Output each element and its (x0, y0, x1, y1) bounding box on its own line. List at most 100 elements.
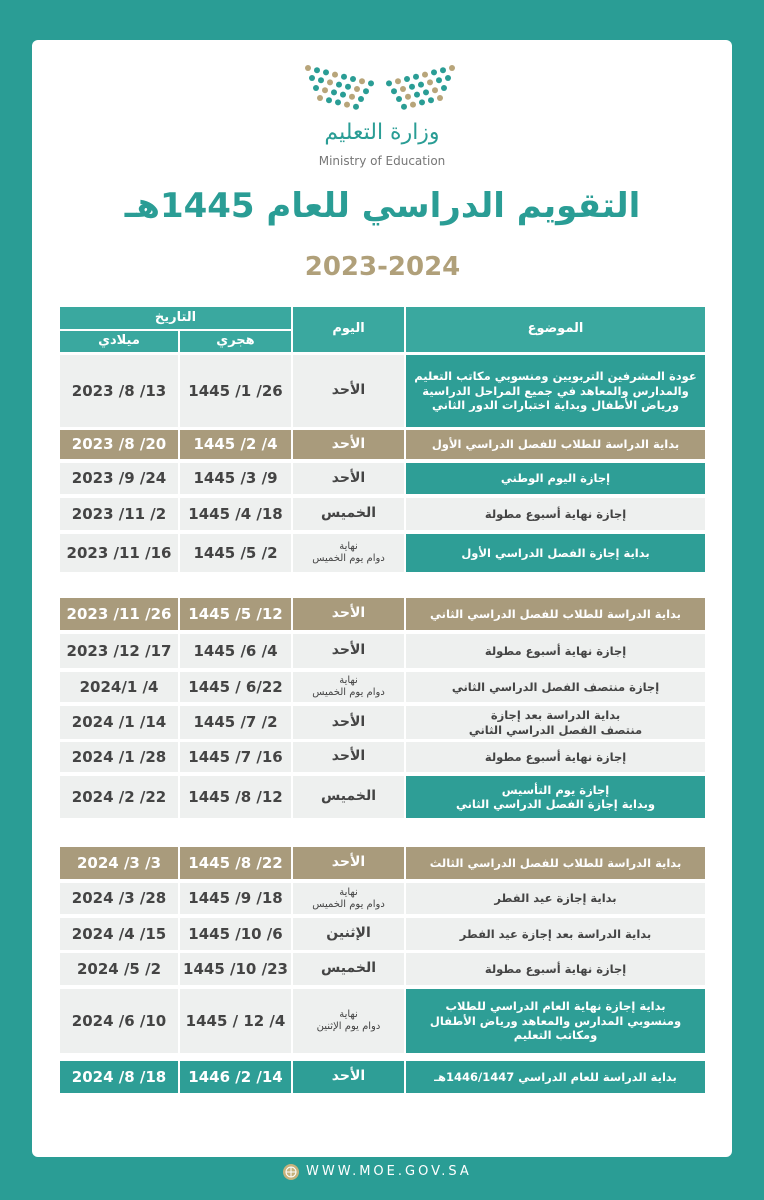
text-line: نهاية (339, 675, 358, 686)
logo-dot (313, 85, 319, 91)
subject-cell: عودة المشرفين التربويين ومنسوبي مكاتب ال… (406, 355, 705, 427)
logo-dot (400, 86, 406, 92)
header-hijri: هجري (180, 331, 291, 352)
hijri-cell: 1445 /5 /12 (180, 598, 291, 630)
logo-dot (423, 89, 429, 96)
logo-dot (440, 67, 446, 74)
logo-dot (309, 75, 315, 81)
logo-dot (340, 91, 346, 98)
hijri-cell: 1445 /1 /26 (180, 355, 291, 427)
header-day: اليوم (293, 307, 404, 352)
logo-dot (441, 85, 447, 91)
text-line: بداية الدراسة بعد إجازة (490, 708, 621, 723)
text-line: إجازة يوم التأسيس (501, 782, 610, 797)
gregorian-cell: 2024 /5 /2 (60, 953, 178, 985)
logo-dots (305, 65, 455, 110)
subject-cell: بداية إجازة نهاية العام الدراسي للطلاب وم… (406, 989, 705, 1053)
day-cell: الأحد (293, 355, 404, 427)
logo-dot (318, 77, 324, 84)
logo-dot (432, 87, 438, 94)
logo-dot (396, 96, 402, 102)
text-line: نهاية (339, 886, 358, 898)
logo-dot (395, 78, 401, 85)
logo-dot (317, 95, 323, 101)
logo-dot (401, 103, 407, 110)
day-cell: الأحد (293, 463, 404, 494)
subject-cell: إجازة اليوم الوطني (406, 463, 705, 494)
day-cell: الأحد (293, 706, 404, 739)
ministry-ar: وزارة التعليم (324, 120, 440, 145)
gregorian-cell: 2023 /8 /13 (60, 355, 178, 427)
day-cell: الأحد (293, 430, 404, 459)
hijri-cell: 1445 /4 /18 (180, 498, 291, 530)
day-cell: الأحد (293, 634, 404, 668)
logo-dot (332, 71, 338, 78)
text-line: عودة المشرفين التربويين ومنسوبي مكاتب ال… (414, 369, 697, 384)
logo-dot (409, 83, 415, 90)
text-line: دوام يوم الخميس (312, 687, 385, 698)
text-line: نهاية (339, 541, 358, 552)
subject-cell: بداية إجازة الفصل الدراسي الأول (406, 534, 705, 572)
logo-dot (353, 103, 359, 110)
gregorian-cell: 2023 /8 /20 (60, 430, 178, 459)
logo-dot (326, 97, 332, 104)
day-cell: نهاية دوام يوم الإثنين (293, 989, 404, 1053)
website: WWW.MOE.GOV.SA (306, 1164, 472, 1179)
subject-cell: بداية الدراسة بعد إجازة عيد الفطر (406, 918, 705, 950)
logo-dot (345, 83, 351, 90)
hijri-cell: 1445 /7 /16 (180, 742, 291, 772)
gregorian-cell: 2024 /1 /28 (60, 742, 178, 772)
logo-dot (314, 67, 320, 74)
logo-dot (368, 80, 374, 87)
hijri-cell: 1445 /8 /12 (180, 776, 291, 818)
text-line: دوام يوم الخميس (312, 898, 385, 910)
logo-dot (305, 65, 311, 71)
subject-cell: بداية إجازة عيد الفطر (406, 883, 705, 914)
logo-dot (437, 95, 443, 101)
header-date: التاريخ (60, 307, 291, 329)
gregorian-cell: 2024 /8 /18 (60, 1061, 178, 1093)
text-line: ورياض الأطفال وبداية اختبارات الدور الثا… (431, 398, 680, 413)
logo-dot (363, 88, 369, 95)
logo-dot (354, 86, 360, 92)
logo-dot (344, 101, 350, 108)
header-gregorian: ميلادي (60, 331, 178, 352)
hijri-cell: 1445 /7 /2 (180, 706, 291, 739)
subtitle: 2023-2024 (304, 252, 461, 282)
subject-cell: إجازة نهاية أسبوع مطولة (406, 634, 705, 668)
text-line: منتصف الفصل الدراسي الثاني (468, 722, 643, 737)
logo-dot (414, 91, 420, 98)
logo-dot (323, 69, 329, 76)
day-cell: الخميس (293, 953, 404, 985)
hijri-cell: 1445 / 12 /4 (180, 989, 291, 1053)
subject-cell: إجازة يوم التأسيس وبداية إجازة الفصل الدر… (406, 776, 705, 818)
subject-cell: بداية الدراسة للطلاب للفصل الدراسي الثان… (406, 598, 705, 630)
gregorian-cell: 2024/1 /4 (60, 672, 178, 702)
header-subject: الموضوع (406, 307, 705, 352)
ministry-en: Ministry of Education (318, 154, 446, 168)
gregorian-cell: 2023 /9 /24 (60, 463, 178, 494)
logo-dot (418, 81, 424, 88)
logo-dot (404, 76, 410, 82)
day-cell: الإثنين (293, 918, 404, 950)
hijri-cell: 1445 /9 /18 (180, 883, 291, 914)
hijri-cell: 1445 /6 /4 (180, 634, 291, 668)
day-cell: الأحد (293, 742, 404, 772)
logo-dot (322, 87, 328, 94)
gregorian-cell: 2024 /3 /3 (60, 847, 178, 879)
day-cell: نهاية دوام يوم الخميس (293, 534, 404, 572)
logo-dot (341, 73, 347, 80)
logo-dot (422, 71, 428, 78)
logo-dot (335, 99, 341, 106)
hijri-cell: 1445 / 6/22 (180, 672, 291, 702)
day-cell: الأحد (293, 847, 404, 879)
subject-cell: بداية الدراسة للطلاب للفصل الدراسي الأول (406, 430, 705, 459)
gregorian-cell: 2023 /11 /16 (60, 534, 178, 572)
gregorian-cell: 2023 /12 /17 (60, 634, 178, 668)
gregorian-cell: 2024 /4 /15 (60, 918, 178, 950)
logo-dot (359, 78, 365, 85)
subject-cell: إجازة منتصف الفصل الدراسي الثاني (406, 672, 705, 702)
gregorian-cell: 2024 /1 /14 (60, 706, 178, 739)
hijri-cell: 1445 /2 /4 (180, 430, 291, 459)
